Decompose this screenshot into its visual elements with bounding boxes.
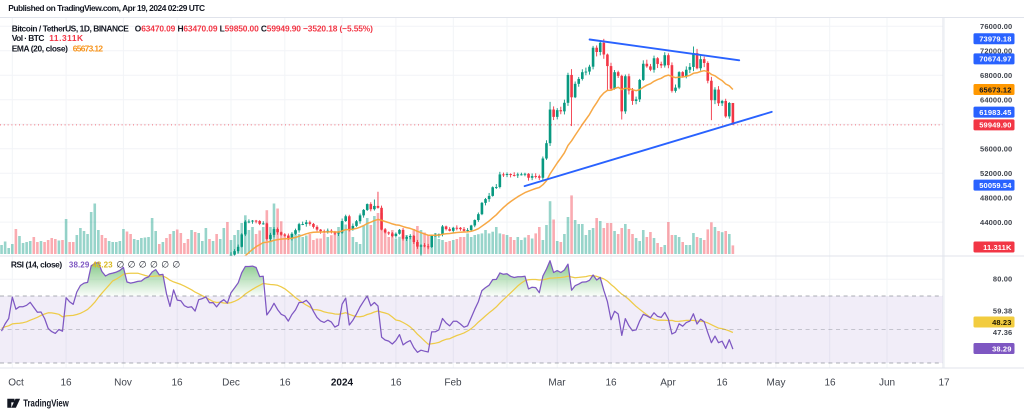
svg-text:64000.00: 64000.00: [980, 96, 1012, 105]
svg-text:16: 16: [824, 378, 836, 389]
svg-text:38.29: 38.29: [69, 260, 90, 269]
svg-text:May: May: [767, 378, 786, 389]
svg-text:44000.00: 44000.00: [980, 218, 1012, 227]
svg-text:Oct: Oct: [8, 378, 24, 389]
svg-text:59949.90: 59949.90: [979, 121, 1011, 130]
svg-text:61983.45: 61983.45: [979, 108, 1011, 117]
svg-text:Published on TradingView.com,: Published on TradingView.com, Apr 19, 20…: [8, 3, 205, 13]
svg-text:2024: 2024: [331, 378, 354, 389]
svg-text:65673.12: 65673.12: [979, 85, 1011, 94]
svg-text:Feb: Feb: [444, 378, 462, 389]
svg-text:80.00: 80.00: [993, 274, 1012, 283]
svg-text:70674.97: 70674.97: [979, 55, 1011, 64]
svg-text:∅: ∅: [128, 260, 136, 270]
svg-text:76000.00: 76000.00: [980, 22, 1012, 31]
svg-text:52000.00: 52000.00: [980, 169, 1012, 178]
svg-text:48000.00: 48000.00: [980, 194, 1012, 203]
svg-text:TradingView: TradingView: [23, 399, 69, 410]
svg-text:48.23: 48.23: [992, 318, 1011, 327]
svg-text:73979.18: 73979.18: [979, 35, 1011, 44]
svg-text:RSI (14, close): RSI (14, close): [11, 259, 63, 269]
svg-text:Apr: Apr: [660, 378, 676, 389]
svg-text:Bitcoin / TetherUS, 1D, BINANC: Bitcoin / TetherUS, 1D, BINANCE: [12, 23, 130, 33]
svg-text:16: 16: [171, 378, 183, 389]
svg-text:16: 16: [716, 378, 728, 389]
svg-text:72000.00: 72000.00: [980, 47, 1012, 56]
svg-text:Nov: Nov: [114, 378, 132, 389]
svg-text:Jun: Jun: [879, 378, 895, 389]
svg-text:∅: ∅: [172, 260, 180, 270]
svg-text:38.29: 38.29: [992, 344, 1011, 353]
svg-text:Vol · BTC: Vol · BTC: [12, 33, 45, 43]
svg-text:11.311K: 11.311K: [49, 33, 83, 43]
svg-text:68000.00: 68000.00: [980, 71, 1012, 80]
svg-text:∅: ∅: [116, 260, 124, 270]
svg-text:17: 17: [938, 378, 950, 389]
svg-text:59.38: 59.38: [993, 306, 1012, 315]
svg-text:16: 16: [605, 378, 617, 389]
svg-text:16: 16: [60, 378, 72, 389]
svg-text:48.23: 48.23: [92, 260, 113, 269]
svg-text:∅: ∅: [139, 260, 147, 270]
svg-text:16: 16: [390, 378, 402, 389]
svg-text:Dec: Dec: [222, 378, 240, 389]
svg-text:O63470.09 H63470.09 L59850.00: O63470.09 H63470.09 L59850.00 C59949.90 …: [135, 23, 373, 33]
svg-text:16: 16: [279, 378, 291, 389]
svg-text:47.36: 47.36: [993, 328, 1012, 337]
svg-text:65673.12: 65673.12: [73, 44, 104, 54]
svg-text:56000.00: 56000.00: [980, 145, 1012, 154]
svg-text:EMA (20, close): EMA (20, close): [12, 44, 68, 54]
svg-text:11.311K: 11.311K: [983, 243, 1012, 252]
svg-text:∅: ∅: [150, 260, 158, 270]
svg-text:50059.54: 50059.54: [979, 181, 1012, 190]
svg-text:∅: ∅: [161, 260, 169, 270]
svg-text:Mar: Mar: [548, 378, 566, 389]
